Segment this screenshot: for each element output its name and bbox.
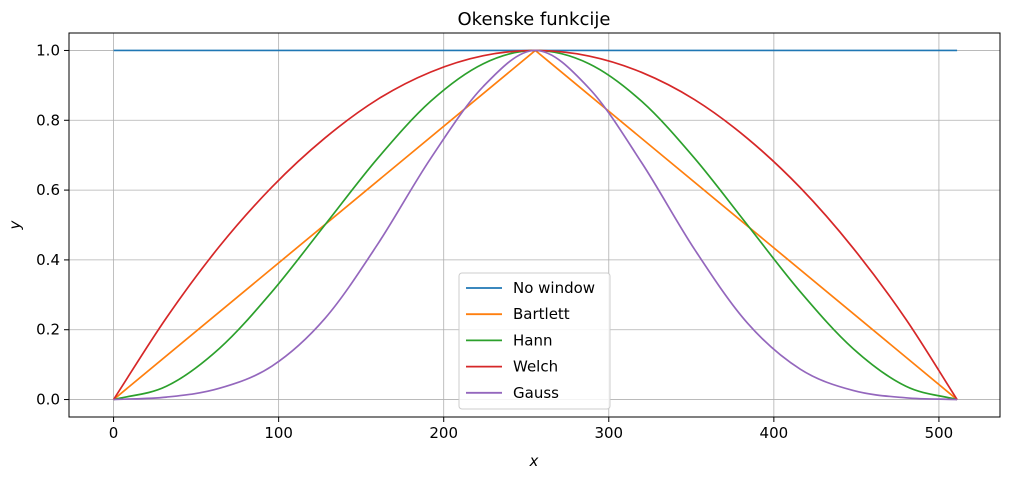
x-tick-label: 100 bbox=[264, 424, 293, 442]
x-tick-label: 400 bbox=[760, 424, 789, 442]
legend-label-gauss: Gauss bbox=[513, 384, 559, 402]
y-tick-label: 0.0 bbox=[36, 391, 60, 409]
y-tick-label: 0.8 bbox=[36, 111, 60, 129]
y-axis-label: y bbox=[6, 219, 24, 230]
x-tick-label: 500 bbox=[925, 424, 954, 442]
y-tick-label: 0.4 bbox=[36, 251, 60, 269]
y-tick-label: 0.6 bbox=[36, 181, 60, 199]
x-axis-label: x bbox=[529, 452, 539, 470]
y-axis-ticks: 0.0 0.2 0.4 0.6 0.8 1.0 bbox=[36, 41, 69, 409]
series-lines bbox=[112, 49, 958, 401]
y-tick-label: 0.2 bbox=[36, 321, 60, 339]
legend-label-hann: Hann bbox=[513, 331, 553, 349]
x-tick-label: 200 bbox=[429, 424, 458, 442]
legend-label-welch: Welch bbox=[513, 358, 558, 376]
legend-label-no-window: No window bbox=[513, 279, 595, 297]
legend: No window Bartlett Hann Welch Gauss bbox=[458, 272, 611, 410]
series-line-gauss bbox=[113, 49, 958, 401]
x-tick-label: 0 bbox=[109, 424, 119, 442]
x-axis-ticks: 0 100 200 300 400 500 bbox=[109, 417, 953, 442]
chart-title: Okenske funkcije bbox=[458, 9, 611, 30]
legend-label-bartlett: Bartlett bbox=[513, 305, 570, 323]
x-tick-label: 300 bbox=[594, 424, 623, 442]
y-tick-label: 1.0 bbox=[36, 41, 60, 59]
plot-frame bbox=[68, 32, 1001, 418]
legend-box bbox=[458, 272, 611, 410]
